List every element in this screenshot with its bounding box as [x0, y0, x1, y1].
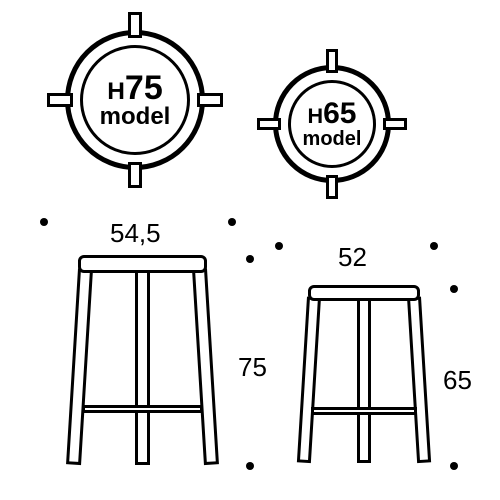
right-dim-dot-2: [450, 285, 458, 293]
diagram-canvas: H75model54,575H65model5265: [0, 0, 500, 500]
right-dim-dot-1: [430, 242, 438, 250]
right-leg-right: [407, 297, 431, 464]
left-top-leg-tab-1: [128, 162, 142, 188]
left-dim-dot-0: [40, 218, 48, 226]
right-width-label: 52: [338, 242, 367, 273]
left-top-leg-tab-0: [128, 12, 142, 38]
right-leg-center: [357, 297, 371, 463]
left-brace: [82, 405, 203, 413]
right-top-leg-tab-0: [326, 49, 338, 73]
left-leg-left: [66, 269, 93, 466]
right-dim-dot-3: [450, 462, 458, 470]
left-top-leg-tab-3: [197, 93, 223, 107]
right-top-leg-tab-2: [257, 118, 281, 130]
left-top-leg-tab-2: [47, 93, 73, 107]
right-height-label: 65: [443, 365, 472, 396]
left-model-word: model: [100, 105, 171, 129]
left-dim-dot-2: [246, 255, 254, 263]
right-model-number: 65: [323, 97, 356, 130]
right-model-word: model: [303, 129, 362, 149]
right-brace: [311, 407, 417, 415]
left-width-label: 54,5: [110, 218, 161, 249]
left-top-view: H75model: [65, 30, 205, 170]
left-model-label: H75model: [100, 71, 171, 129]
left-stool-side-view: [70, 255, 215, 465]
right-model-label: H65model: [303, 99, 362, 149]
right-top-leg-tab-3: [383, 118, 407, 130]
left-seat: [78, 255, 207, 273]
left-dim-dot-3: [246, 462, 254, 470]
right-dim-dot-0: [275, 242, 283, 250]
right-stool-side-view: [300, 285, 428, 463]
left-leg-right: [192, 269, 219, 466]
left-model-number: 75: [125, 69, 163, 107]
left-leg-center: [135, 269, 150, 465]
right-top-view: H65model: [273, 65, 391, 183]
right-seat: [308, 285, 420, 301]
left-height-label: 75: [238, 352, 267, 383]
right-leg-left: [297, 297, 321, 464]
right-top-leg-tab-1: [326, 175, 338, 199]
left-model-prefix: H: [107, 78, 125, 105]
right-model-prefix: H: [308, 103, 324, 128]
left-dim-dot-1: [228, 218, 236, 226]
